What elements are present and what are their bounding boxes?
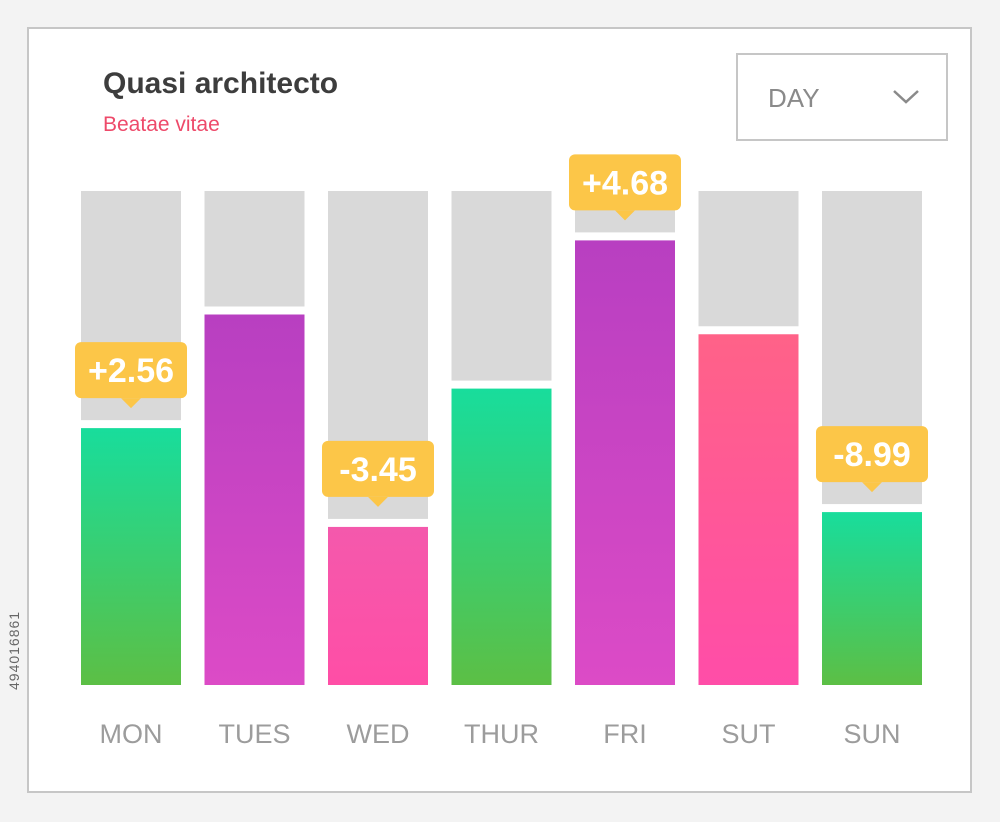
callout-pointer-mon <box>121 398 141 409</box>
bar-track-thur <box>451 191 552 381</box>
callout-pointer-wed <box>368 496 388 507</box>
bar-fri[interactable] <box>575 240 675 685</box>
bar-chart: MON TUES WED THUR FRI SUT SUN +2.56 -3.45 +4.68 -… <box>75 154 928 749</box>
callout-box-mon <box>75 342 187 399</box>
chart-title: Quasi architecto <box>103 67 339 100</box>
bar-track-sut <box>698 191 799 327</box>
callout-box-wed <box>322 440 434 497</box>
callout-label-fri: +4.68 <box>582 164 668 202</box>
tick-label-fri: FRI <box>603 719 647 749</box>
tick-label-wed: WED <box>347 719 410 749</box>
chevron-down-icon <box>893 90 919 104</box>
callout-label-sun: -8.99 <box>833 436 911 474</box>
bar-tues[interactable] <box>204 314 305 686</box>
bar-mon[interactable] <box>81 428 181 685</box>
watermark-id: 494016861 <box>6 610 22 690</box>
tick-label-tues: TUES <box>218 719 290 749</box>
callout-pointer-fri <box>615 210 635 221</box>
callout-label-wed: -3.45 <box>339 451 417 489</box>
period-dropdown[interactable]: DAY <box>736 53 948 141</box>
bar-wed[interactable] <box>328 526 428 685</box>
callout-fri: +4.68 <box>569 154 681 221</box>
callout-sun: -8.99 <box>816 426 928 493</box>
callout-box-sun <box>816 426 928 483</box>
bar-thur[interactable] <box>451 388 552 685</box>
chart-card: Quasi architecto Beatae vitae DAY <box>27 27 972 793</box>
callout-pointer-sun <box>862 482 882 493</box>
callout-label-mon: +2.56 <box>88 352 174 390</box>
period-dropdown-value: DAY <box>768 83 820 113</box>
bar-track-tues <box>204 191 305 307</box>
callout-wed: -3.45 <box>322 440 434 507</box>
tick-label-sun: SUN <box>843 719 900 749</box>
tick-label-thur: THUR <box>464 719 539 749</box>
callout-mon: +2.56 <box>75 342 187 409</box>
tick-label-sut: SUT <box>722 719 776 749</box>
chart-subtitle: Beatae vitae <box>103 113 220 136</box>
tick-label-mon: MON <box>100 719 163 749</box>
bar-sun[interactable] <box>822 512 922 685</box>
callout-box-fri <box>569 154 681 211</box>
bar-sut[interactable] <box>698 334 799 685</box>
